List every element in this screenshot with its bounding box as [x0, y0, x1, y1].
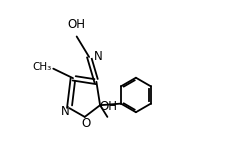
Text: OH: OH	[99, 100, 117, 112]
Text: CH₃: CH₃	[33, 62, 52, 72]
Text: OH: OH	[67, 18, 85, 31]
Text: N: N	[61, 105, 70, 118]
Text: N: N	[94, 50, 102, 63]
Text: O: O	[81, 117, 90, 130]
